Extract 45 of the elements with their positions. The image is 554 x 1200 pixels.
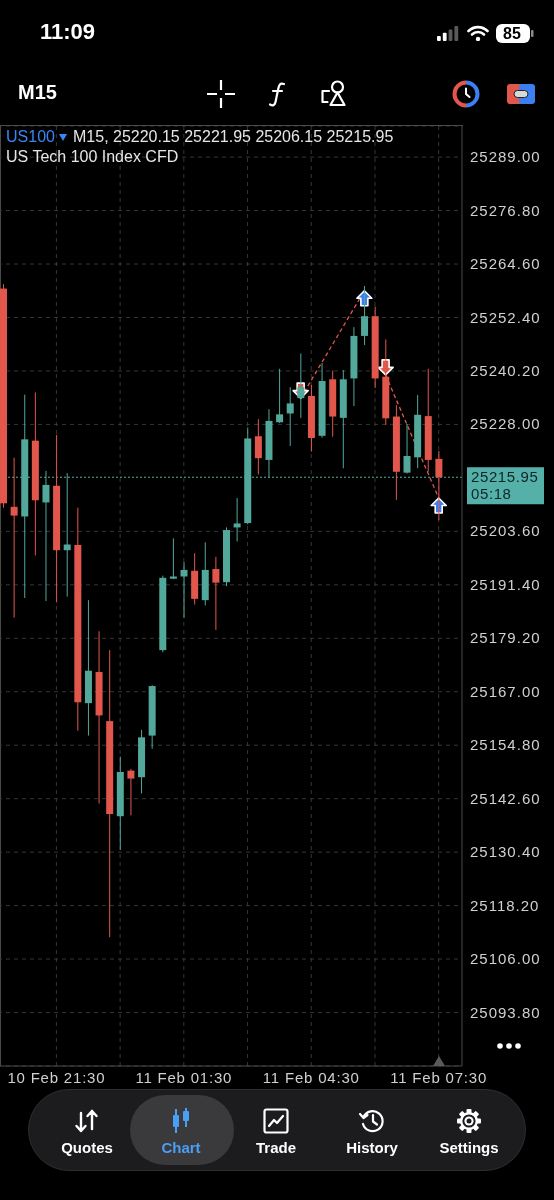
candlestick [233,497,241,542]
text: US Tech 100 Index CFD [6,148,179,167]
y-tick-label: 25203.60 [470,522,541,540]
y-tick-label: 25179.20 [470,629,541,647]
candlestick [42,470,50,602]
candlestick [10,457,18,619]
y-tick-label: 25093.80 [470,1003,541,1021]
y-tick-label: 25154.80 [470,736,541,754]
y-tick-label: 25191.40 [470,575,541,593]
y-tick-label: 25276.80 [470,201,541,219]
candlestick [169,537,177,580]
text: Chart [161,1139,201,1157]
y-tick-label: 25252.40 [470,308,541,326]
y-tick-label: 25289.00 [470,148,541,166]
text: History [346,1139,398,1157]
x-tick-label: 11 Feb 01:30 [135,1069,233,1086]
text: Settings [439,1139,499,1157]
x-tick-label: 11 Feb 07:30 [390,1069,488,1086]
candlestick [212,556,220,631]
candlestick [127,768,135,816]
candlestick [403,423,411,475]
annotation: M15, 25220.15 25221.95 25206.15 25215.95 [73,128,394,147]
y-tick-label: 25167.00 [470,682,541,700]
text: 85 [503,24,521,43]
y-tick-label: 25264.60 [470,255,541,273]
text: 11:09 [40,19,96,45]
text: M15 [18,81,57,104]
y-tick-label: 25118.20 [470,896,540,914]
candlestick [276,368,284,424]
candlestick [254,418,262,475]
text: Quotes [61,1139,113,1157]
candlestick [297,352,305,419]
candlestick [180,561,188,619]
text: Trade [255,1139,297,1157]
x-tick-label: 10 Feb 21:30 [7,1069,106,1086]
ref-line-label: 25215.95 05:18 [471,468,539,503]
y-tick-label: 25142.60 [470,789,541,807]
y-tick-label: 25106.00 [470,950,541,968]
chart-title: US100 [6,128,55,147]
candlestick [286,386,294,447]
y-tick-label: 25240.20 [470,361,541,379]
x-tick-label: 11 Feb 04:30 [262,1069,360,1086]
y-tick-label: 25130.40 [470,843,541,861]
candlestick [361,285,369,346]
y-tick-label: 25228.00 [470,415,541,433]
